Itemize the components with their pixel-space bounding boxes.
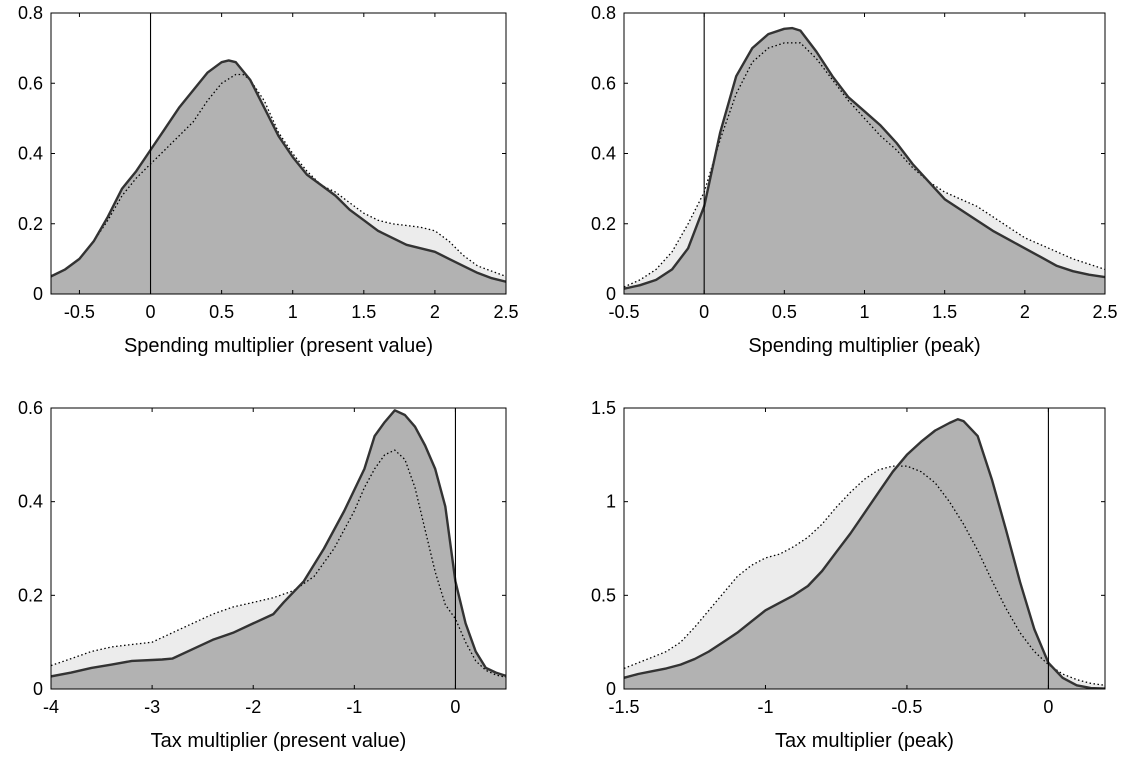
x-tick-label: -0.5 — [891, 697, 922, 717]
y-tick-label: 0.4 — [591, 144, 616, 164]
series-line-dotted — [51, 449, 506, 678]
x-tick-label: 2 — [430, 302, 440, 322]
axes-box — [50, 407, 507, 690]
x-tick-label: 0 — [1043, 697, 1053, 717]
x-tick-label: 0.5 — [772, 302, 797, 322]
series-line-dotted — [51, 73, 506, 278]
x-tick-label: -3 — [144, 697, 160, 717]
y-tick-label: 0.2 — [18, 585, 43, 605]
y-tick-label: 0 — [606, 679, 616, 699]
y-tick-label: 0.6 — [18, 398, 43, 418]
x-tick-label: 1.5 — [351, 302, 376, 322]
x-axis-label: Tax multiplier (present value) — [151, 730, 407, 752]
y-tick-label: 1.5 — [591, 398, 616, 418]
series-line-solid — [624, 418, 1105, 689]
y-tick-label: 0.2 — [18, 214, 43, 234]
area-solid-density — [624, 419, 1105, 689]
x-tick-label: -1.5 — [608, 697, 639, 717]
y-tick-label: 0.6 — [591, 73, 616, 93]
plot-area — [624, 26, 1105, 294]
y-tick-label: 0.4 — [18, 144, 43, 164]
area-solid-density — [51, 60, 506, 294]
y-tick-label: 0.6 — [18, 73, 43, 93]
x-tick-label: 0 — [699, 302, 709, 322]
x-tick-label: -0.5 — [64, 302, 95, 322]
x-axis-label: Spending multiplier (peak) — [748, 335, 980, 357]
x-tick-label: -1 — [346, 697, 362, 717]
x-axis-label: Tax multiplier (peak) — [775, 730, 954, 752]
series-line-solid — [624, 26, 1105, 290]
x-tick-label: 1 — [859, 302, 869, 322]
plot-area — [51, 59, 506, 294]
y-tick-label: 0 — [606, 284, 616, 304]
x-tick-label: 0 — [450, 697, 460, 717]
chart-panel-1: -0.5 0 0.5 1 1.5 2 2.5 0 0.2 0.4 0.6 0.8 Spending mu… — [18, 3, 519, 357]
y-tick-label: 0.4 — [18, 492, 43, 512]
chart-panel-3: -4 -3 -2 -1 0 0 0.2 0.4 0.6 Tax multiplier (prese… — [18, 398, 507, 752]
x-tick-label: -1 — [757, 697, 773, 717]
plot-area — [624, 418, 1105, 689]
x-tick-label: 2 — [1020, 302, 1030, 322]
y-tick-label: 0.5 — [591, 585, 616, 605]
x-tick-label: 0.5 — [209, 302, 234, 322]
area-solid-density — [624, 28, 1105, 294]
y-tick-label: 0 — [33, 284, 43, 304]
series-line-solid — [51, 59, 506, 283]
x-tick-label: -2 — [245, 697, 261, 717]
series-line-solid — [51, 409, 506, 678]
y-tick-label: 0.8 — [18, 3, 43, 23]
y-tick-label: 0 — [33, 679, 43, 699]
x-tick-label: 2.5 — [493, 302, 518, 322]
chart-panel-4: -1.5 -1 -0.5 0 0 0.5 1 1.5 Tax multiplier (peak) — [591, 398, 1106, 752]
x-tick-label: -4 — [43, 697, 59, 717]
plot-area — [51, 409, 506, 689]
x-tick-label: 1.5 — [932, 302, 957, 322]
y-tick-label: 1 — [606, 492, 616, 512]
x-axis-label: Spending multiplier (present value) — [124, 335, 433, 357]
axes-box — [623, 407, 1106, 690]
area-solid-density — [51, 410, 506, 689]
x-tick-label: 1 — [288, 302, 298, 322]
y-tick-label: 0.8 — [591, 3, 616, 23]
x-tick-label: 2.5 — [1092, 302, 1117, 322]
y-tick-label: 0.2 — [591, 214, 616, 234]
x-tick-label: 0 — [146, 302, 156, 322]
x-tick-label: -0.5 — [608, 302, 639, 322]
series-line-dotted — [624, 465, 1105, 686]
